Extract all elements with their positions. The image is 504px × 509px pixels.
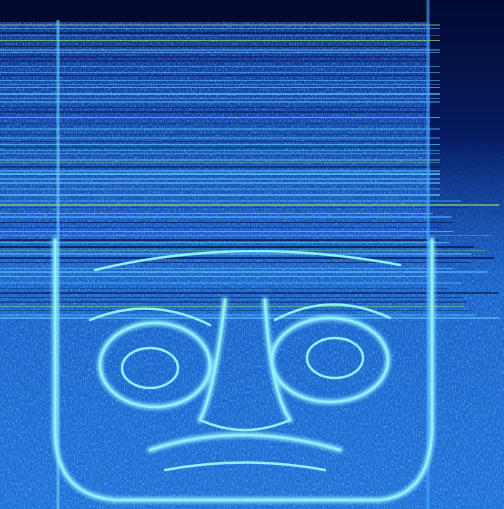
stripe: [0, 87, 440, 88]
stripe: [0, 253, 471, 255]
stripe: [0, 134, 440, 135]
stripe: [0, 268, 453, 269]
stripe: [0, 32, 440, 34]
stripe: [0, 314, 477, 316]
stripe: [0, 194, 440, 196]
stripe: [0, 137, 440, 139]
spectrogram-image: [0, 0, 504, 509]
stripe: [0, 262, 471, 263]
stripe: [0, 166, 440, 168]
stripe: [0, 301, 467, 303]
stripe: [0, 204, 499, 206]
stripe: [0, 49, 440, 51]
stripe: [0, 84, 440, 85]
stripe: [0, 271, 488, 273]
stripe: [0, 93, 440, 95]
stripe: [0, 227, 441, 228]
stripe: [0, 213, 432, 214]
stripe: [0, 60, 440, 62]
stripe: [0, 75, 440, 76]
stripe: [0, 153, 440, 154]
stripe: [0, 101, 440, 103]
stripe: [0, 144, 440, 145]
stripe: [0, 98, 440, 99]
stripe: [0, 52, 440, 53]
stripe: [0, 182, 440, 184]
stripe: [0, 141, 440, 142]
stripe: [0, 170, 440, 172]
stripe: [0, 162, 440, 163]
stripe: [0, 117, 440, 118]
stripe: [0, 276, 436, 277]
stripe: [0, 292, 498, 294]
stripe: [0, 239, 439, 241]
stripe: [0, 150, 440, 151]
stripe: [0, 306, 464, 307]
stripe: [0, 257, 494, 259]
stripe: [0, 147, 440, 148]
page: (() => { const g = document.getElementBy…: [0, 0, 504, 509]
stripe: [0, 56, 440, 58]
stripe: [0, 128, 440, 130]
stripe: [0, 242, 450, 243]
stripe: [0, 46, 440, 47]
stripe: [0, 216, 451, 218]
stripe: [0, 80, 440, 81]
stripe: [0, 231, 453, 232]
stripe: [0, 317, 500, 319]
stripe: [0, 159, 440, 161]
stripe: [0, 235, 493, 236]
stripe: [0, 297, 462, 298]
stripe: [0, 28, 440, 29]
stripe: [0, 288, 447, 289]
stripe: [0, 40, 440, 41]
stripe: [0, 72, 440, 73]
stripe: [0, 282, 461, 284]
stripe: [0, 310, 473, 311]
stripe: [0, 222, 454, 223]
stripe: [0, 107, 440, 108]
stripe: [0, 173, 440, 175]
stripe: [0, 207, 467, 208]
stripe: [0, 35, 440, 36]
stripe: [0, 111, 440, 113]
stripe: [0, 123, 440, 124]
stripe: [0, 200, 461, 202]
stripe: [0, 246, 474, 248]
stripe: [0, 188, 440, 190]
stripe: [0, 66, 440, 67]
stripe: [0, 178, 440, 180]
stripe: [0, 24, 440, 26]
